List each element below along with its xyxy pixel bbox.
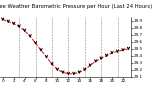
Text: Milwaukee Weather Barometric Pressure per Hour (Last 24 Hours): Milwaukee Weather Barometric Pressure pe… [0, 4, 153, 9]
